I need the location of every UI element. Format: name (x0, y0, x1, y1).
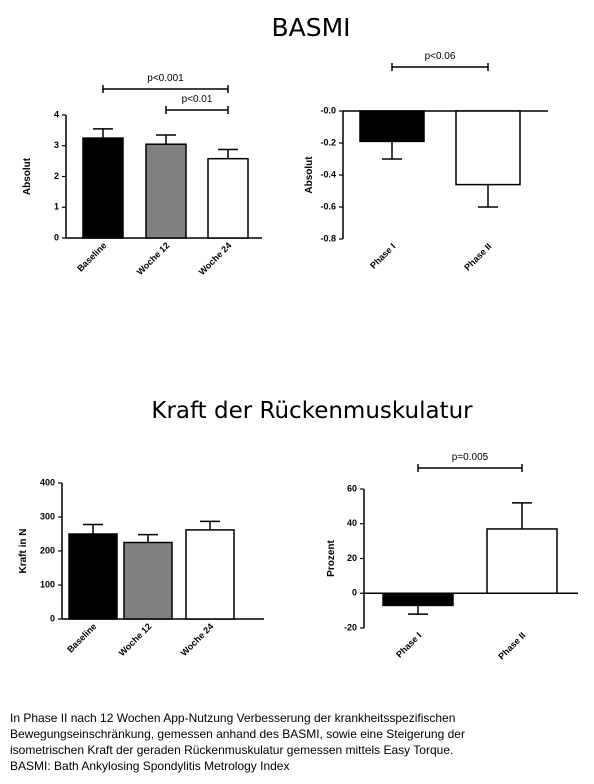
significance-label: p<0.01 (182, 94, 213, 105)
bar (82, 137, 124, 239)
caption-line: In Phase II nach 12 Wochen App-Nutzung V… (10, 711, 455, 725)
y-tick-label: 1 (54, 202, 59, 212)
y-tick-label: 20 (347, 553, 357, 563)
y-tick-label: -0.0 (320, 105, 336, 115)
bar (455, 110, 521, 186)
bar (123, 541, 173, 620)
significance-label: p=0.005 (452, 452, 489, 463)
y-axis-label: Absolut (304, 156, 315, 194)
y-tick-label: 60 (347, 483, 357, 493)
y-tick-label: 2 (54, 171, 59, 181)
y-tick-label: 0 (352, 588, 357, 598)
y-axis-label: Kraft in N (18, 529, 29, 574)
caption-line: Bewegungseinschränkung, gemessen anhand … (10, 727, 465, 741)
y-axis-label: Absolut (22, 157, 33, 195)
y-tick-label: 200 (40, 545, 55, 555)
y-tick-label: -0.4 (320, 169, 336, 179)
y-tick-label: 3 (54, 140, 59, 150)
y-tick-label: -20 (344, 622, 357, 632)
bar (145, 143, 187, 239)
y-tick-label: -0.8 (320, 233, 336, 243)
y-tick-label: 0 (50, 613, 55, 623)
bar (359, 110, 425, 143)
bar (486, 528, 558, 595)
bar (207, 157, 249, 239)
y-axis-label: Prozent (326, 539, 337, 576)
heading: Kraft der Rückenmuskulatur (151, 398, 473, 424)
bar (68, 533, 118, 620)
y-tick-label: -0.2 (320, 137, 336, 147)
heading: BASMI (271, 13, 350, 42)
y-tick-label: 300 (40, 511, 55, 521)
y-tick-label: 400 (40, 477, 55, 487)
caption-line: isometrischen Kraft der geraden Rückenmu… (10, 743, 453, 757)
significance-label: p<0.06 (425, 51, 456, 62)
bar (185, 529, 235, 620)
y-tick-label: 4 (54, 109, 59, 119)
y-tick-label: 40 (347, 518, 357, 528)
y-tick-label: 0 (54, 232, 59, 242)
bar (382, 592, 454, 607)
significance-label: p<0.001 (147, 73, 184, 84)
y-tick-label: 100 (40, 579, 55, 589)
y-tick-label: -0.6 (320, 201, 336, 211)
caption-line: BASMI: Bath Ankylosing Spondylitis Metro… (10, 759, 289, 773)
